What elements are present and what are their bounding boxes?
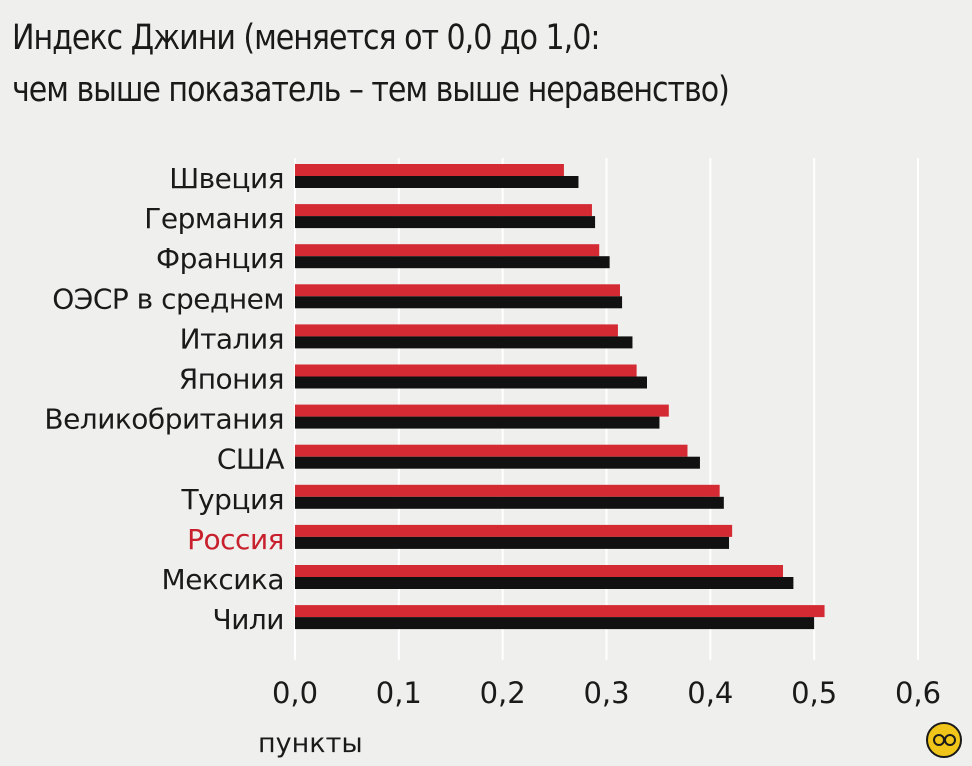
category-label: ОЭСР в среднем xyxy=(52,282,284,315)
category-label: Чили xyxy=(213,603,285,636)
x-tick-label: 0,0 xyxy=(272,676,318,710)
bar-black xyxy=(295,617,815,630)
chart-title-line-1: Индекс Джини (меняется от 0,0 до 1,0: xyxy=(12,18,600,58)
bar-black xyxy=(295,416,660,429)
bar-black xyxy=(295,577,794,589)
category-label: Франция xyxy=(156,242,284,275)
bar-red xyxy=(295,324,618,337)
category-label: Германия xyxy=(144,202,284,235)
x-tick-label: 0,1 xyxy=(376,676,422,710)
bar-red xyxy=(295,404,669,417)
bar-black xyxy=(295,336,633,349)
x-tick-label: 0,2 xyxy=(480,676,526,710)
bar-red xyxy=(295,565,784,577)
bar-black xyxy=(295,256,610,269)
bar-red xyxy=(295,244,600,257)
bar-red xyxy=(295,484,720,497)
bar-black xyxy=(295,496,724,509)
chart-title: Индекс Джини (меняется от 0,0 до 1,0: че… xyxy=(12,12,952,116)
category-label: Япония xyxy=(179,363,284,396)
category-label: Мексика xyxy=(162,563,284,596)
bar-red xyxy=(295,444,688,457)
x-tick-label: 0,3 xyxy=(583,676,629,710)
category-labels: Швеция Германия Франция ОЭСР в среднем Итали… xyxy=(44,162,284,636)
category-label: Швеция xyxy=(169,162,284,195)
chart-title-line-2: чем выше показатель – тем выше неравенст… xyxy=(12,70,730,110)
bar-black xyxy=(295,376,647,389)
bar-black xyxy=(295,216,596,229)
category-label: США xyxy=(217,443,284,476)
x-tick-label: 0,5 xyxy=(791,676,837,710)
x-axis-ticks: 0,0 0,1 0,2 0,3 0,4 0,5 0,6 xyxy=(272,676,941,710)
bar-red xyxy=(295,164,564,176)
bar-black xyxy=(295,296,623,309)
bar-red xyxy=(295,204,592,217)
bar-red xyxy=(295,364,637,377)
category-label: Россия xyxy=(187,523,284,556)
x-tick-label: 0,4 xyxy=(687,676,733,710)
x-axis-unit-label: пункты xyxy=(258,728,363,759)
eyes-emoji-icon xyxy=(926,722,962,758)
bar-red xyxy=(295,605,825,618)
bar-black xyxy=(295,176,579,188)
bar-red xyxy=(295,284,620,297)
bar-black xyxy=(295,456,700,469)
category-label: Италия xyxy=(180,322,284,355)
category-label: Турция xyxy=(180,483,284,516)
bars xyxy=(295,164,825,630)
right-eye-icon xyxy=(944,734,956,746)
x-tick-label: 0,6 xyxy=(895,676,941,710)
category-label: Великобритания xyxy=(44,403,284,436)
bar-red xyxy=(295,524,733,537)
bar-black xyxy=(295,536,730,549)
